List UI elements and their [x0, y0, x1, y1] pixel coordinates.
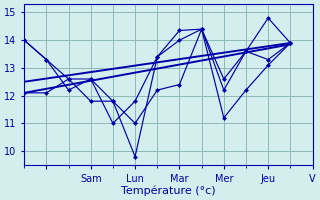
X-axis label: Température (°c): Température (°c) — [121, 185, 216, 196]
